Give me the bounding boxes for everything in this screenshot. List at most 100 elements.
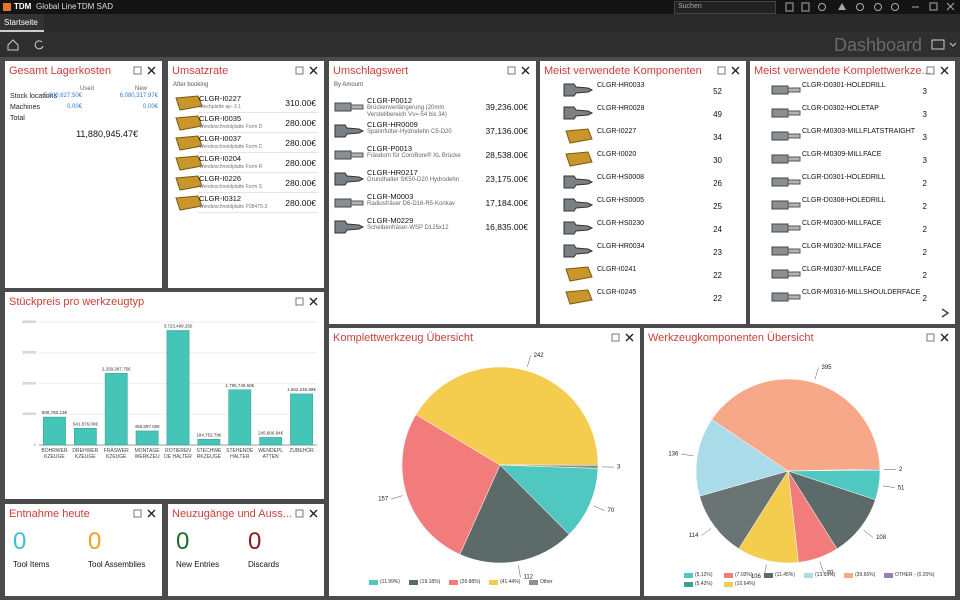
icon[interactable] [856, 3, 864, 11]
item-id: CLGR-M0302-MILLFACE [802, 243, 882, 250]
tool-tip [350, 200, 364, 206]
close-button[interactable] [625, 333, 634, 342]
item-id: CLGR-I0312 [199, 194, 242, 203]
item-count: 2 [922, 248, 927, 257]
item-count: 30 [713, 156, 722, 165]
pie-slice [499, 464, 599, 535]
leader-line [518, 565, 521, 578]
item-id: CLGR-M0309-MILLFACE [802, 151, 882, 158]
widget-title: Werkzeugkomponenten Übersicht [648, 332, 814, 344]
expand-button[interactable] [926, 333, 935, 342]
slice-label: 51 [898, 485, 905, 491]
subtitle: By Amount [334, 82, 364, 88]
leader-line [391, 495, 403, 500]
legend-label: (13.65%) [815, 572, 836, 578]
widget-panel: Komplettwerkzeug Übersicht 70 112 157 242 3 (1… [329, 328, 640, 596]
slice-label: 157 [378, 497, 389, 503]
close[interactable] [946, 2, 955, 11]
counter-value: 0 [13, 528, 27, 555]
item-id: CLGR-I0035 [199, 114, 242, 123]
refresh-icon[interactable] [34, 40, 44, 50]
tool-body [771, 131, 789, 141]
layout-icon[interactable] [930, 38, 958, 52]
item-desc: Fräsdorn für CoroBore® XL Brücke [367, 153, 461, 159]
item-id: CLGR-I0245 [597, 289, 637, 296]
close-button[interactable] [309, 66, 318, 75]
legend-swatch [804, 573, 813, 578]
tool-body [771, 292, 789, 302]
insert-shape [565, 128, 593, 144]
icon[interactable] [818, 3, 826, 11]
insert-shape [565, 289, 593, 305]
expand-button[interactable] [133, 66, 142, 75]
expand-button[interactable] [295, 66, 304, 75]
icon[interactable] [801, 2, 810, 12]
widget-title: Stückpreis pro werkzeugtyp [9, 296, 145, 308]
tool-tip [787, 87, 801, 93]
item-id: CLGR-I0037 [199, 134, 242, 143]
app-logo [3, 3, 11, 11]
pie-slice [711, 378, 881, 472]
pie-slice [415, 366, 599, 466]
x-tick-label: FRÄSWERKZEUGE [103, 448, 129, 460]
widget-title: Umschlagswert [333, 65, 409, 77]
holder-shape [563, 83, 594, 97]
column-header: New [135, 86, 148, 92]
icon[interactable] [874, 3, 882, 11]
item-id: CLGR-M0229 [367, 216, 414, 225]
expand-button[interactable] [295, 297, 304, 306]
item-id: CLGR-I0020 [597, 151, 637, 158]
close-button[interactable] [147, 509, 156, 518]
item-image [175, 115, 203, 131]
chevron[interactable] [941, 308, 950, 318]
close-button[interactable] [940, 66, 949, 75]
close-button[interactable] [147, 66, 156, 75]
tab[interactable]: Startseite [0, 14, 44, 32]
item-value: 39,236.00€ [485, 102, 528, 112]
icon[interactable] [891, 3, 899, 11]
close-button[interactable] [521, 66, 530, 75]
y-tick-label: 4000000 [22, 320, 36, 324]
expand-button[interactable] [133, 509, 142, 518]
widget-panel: Gesamt Lagerkosten Used New Stock locations… [5, 61, 162, 288]
counter-label: Discards [248, 560, 280, 569]
legend-label: (41.44%) [500, 579, 521, 585]
expand-button[interactable] [611, 333, 620, 342]
counter-label: New Entries [176, 560, 220, 569]
item-image [563, 83, 594, 97]
close-button[interactable] [940, 333, 949, 342]
item-value: 23,175.00€ [485, 174, 528, 184]
tool-body [771, 154, 789, 164]
legend-label: (7.03%) [735, 572, 753, 578]
close-button[interactable] [309, 297, 318, 306]
icon[interactable] [785, 2, 794, 12]
widget-panel: Entnahme heute 0 Tool Items 0 Tool Assemblie… [5, 504, 162, 596]
holder-shape [334, 220, 365, 234]
widget-title: Meist verwendete Komponenten [544, 65, 702, 77]
tool-body [771, 246, 789, 256]
expand-button[interactable] [926, 66, 935, 75]
close-button[interactable] [731, 66, 740, 75]
item-id: CLGR-HS0230 [597, 220, 645, 227]
value-label: 541,876.00€ [73, 422, 99, 427]
counter-label: Tool Assemblies [88, 560, 146, 569]
home-icon[interactable] [7, 39, 19, 51]
close-button[interactable] [309, 509, 318, 518]
item-image [175, 195, 203, 211]
expand-button[interactable] [295, 509, 304, 518]
maximize[interactable] [929, 2, 938, 11]
icon[interactable] [838, 3, 846, 10]
item-id: CLGR-HS0008 [597, 174, 645, 181]
legend-swatch [489, 580, 498, 585]
widget-panel: Umschlagswert By Amount CLGR-P0012 Brückenv… [329, 61, 536, 324]
expand-button[interactable] [507, 66, 516, 75]
tool-tip [787, 133, 801, 139]
bar [73, 428, 97, 446]
item-count: 26 [713, 179, 722, 188]
nav-icons [7, 39, 44, 51]
search-placeholder: Suchen [678, 3, 702, 10]
search-box[interactable]: Suchen [674, 1, 776, 14]
expand-button[interactable] [717, 66, 726, 75]
tool-tip [787, 156, 801, 162]
slice-label: 3 [617, 465, 621, 471]
